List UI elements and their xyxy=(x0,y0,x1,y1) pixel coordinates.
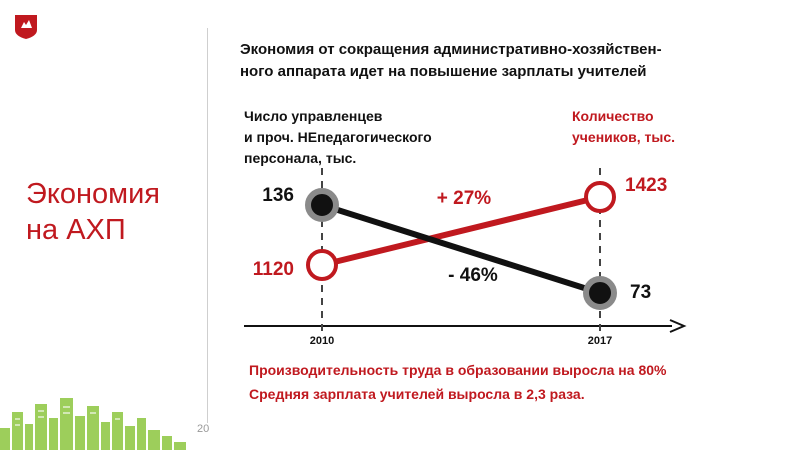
students-series-line xyxy=(319,194,603,268)
staff-value-label: 136 xyxy=(262,185,294,206)
students-point xyxy=(584,181,616,213)
legend-students-line: учеников, тыс. xyxy=(572,129,676,145)
vertical-divider xyxy=(207,28,208,423)
legend-staff: Число управленцев и проч. НЕпедагогическ… xyxy=(244,106,484,169)
x-tick-label: 2010 xyxy=(310,335,334,347)
staff-series-line xyxy=(319,202,603,296)
legend-students-line: Количество xyxy=(572,108,654,124)
legend-staff-line: Число управленцев xyxy=(244,108,383,124)
footer-notes: Производительность труда в образовании в… xyxy=(249,358,666,406)
legend-students: Количество учеников, тыс. xyxy=(572,106,752,148)
staff-value-label: 73 xyxy=(630,282,651,303)
staff-point xyxy=(583,276,617,310)
legend-staff-line: персонала, тыс. xyxy=(244,150,357,166)
students-point xyxy=(306,249,338,281)
footer-line: Производительность труда в образовании в… xyxy=(249,362,667,378)
students-value-label: 1423 xyxy=(625,175,667,196)
headline-line: Экономия от сокращения административно-х… xyxy=(240,41,662,58)
students-change-label: + 27% xyxy=(437,188,492,209)
x-axis xyxy=(244,319,687,333)
moscow-emblem-icon xyxy=(15,15,37,39)
series-markers xyxy=(305,181,617,310)
series-lines xyxy=(319,194,603,296)
city-skyline-icon xyxy=(0,398,186,450)
footer-line: Средняя зарплата учителей выросла в 2,3 … xyxy=(249,386,585,402)
page-number: 20 xyxy=(197,423,210,435)
x-axis-arrow xyxy=(669,319,687,333)
section-title: Экономия на АХП xyxy=(26,176,226,248)
section-title-line: Экономия xyxy=(26,178,160,210)
staff-change-label: - 46% xyxy=(448,265,498,286)
x-tick-label: 2017 xyxy=(588,335,612,347)
staff-point xyxy=(305,188,339,222)
chart-labels: 136 73 1120 1423 + 27% - 46% xyxy=(253,175,668,303)
section-title-line: на АХП xyxy=(26,214,126,246)
slide-headline: Экономия от сокращения административно-х… xyxy=(240,39,760,83)
students-value-label: 1120 xyxy=(253,259,294,280)
legend-staff-line: и проч. НЕпедагогического xyxy=(244,129,432,145)
headline-line: ного аппарата идет на повышение зарплаты… xyxy=(240,63,647,80)
